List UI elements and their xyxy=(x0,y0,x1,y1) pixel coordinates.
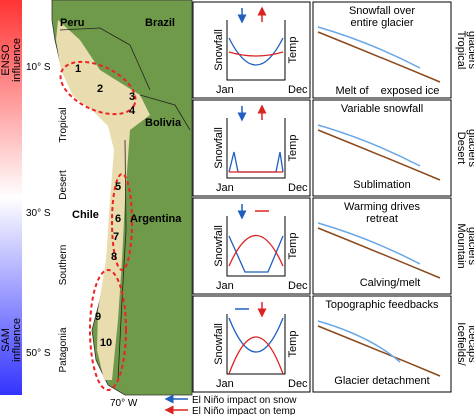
annotation: Warming drives xyxy=(344,201,420,213)
site-number: 4 xyxy=(129,105,136,117)
country: Peru xyxy=(60,17,84,29)
y-label-right: Temp xyxy=(287,233,299,260)
region: Tropical xyxy=(58,107,69,142)
country: Brazil xyxy=(145,17,175,29)
enso-label: ENSO xyxy=(0,44,12,76)
glacier-label: Icefields/ xyxy=(455,322,467,366)
snowfall-curve xyxy=(228,317,284,353)
sam-label: SAM xyxy=(0,328,12,352)
ice xyxy=(317,26,421,69)
chart-panel xyxy=(192,99,311,197)
region: Southern xyxy=(58,245,69,286)
glacier-label: Tropical xyxy=(455,31,467,70)
axes xyxy=(226,216,286,277)
ice xyxy=(317,124,421,167)
glacier-label: glaciers xyxy=(466,31,474,69)
site-number: 9 xyxy=(95,311,101,323)
site-number: 3 xyxy=(129,91,135,103)
latitude: 30° S xyxy=(26,208,51,219)
y-label-left: Snowfall xyxy=(213,323,225,365)
y-label-left: Snowfall xyxy=(213,127,225,169)
temp-curve xyxy=(228,336,284,375)
annotation: Topographic feedbacks xyxy=(325,299,439,311)
annotation: Calving/melt xyxy=(360,277,421,289)
glacier-label: icecaps xyxy=(466,325,474,363)
region: Desert xyxy=(58,170,69,200)
concept-panel xyxy=(312,295,452,393)
latitude: 50° S xyxy=(26,348,51,359)
annotation: Sublimation xyxy=(353,179,410,191)
x-label: Dec xyxy=(288,378,308,390)
chart-panel xyxy=(192,295,311,393)
annotation: Glacier detachment xyxy=(334,375,429,387)
axes xyxy=(226,118,286,179)
site-number: 8 xyxy=(111,251,117,263)
x-label: Dec xyxy=(288,84,308,96)
snowfall-curve xyxy=(228,235,284,273)
y-label-right: Temp xyxy=(287,135,299,162)
x-label: Dec xyxy=(288,182,308,194)
axes xyxy=(226,20,286,81)
y-label-left: Snowfall xyxy=(213,29,225,71)
latitude: 10° S xyxy=(26,62,51,73)
legend-text: El Niño impact on snow xyxy=(192,395,297,406)
chart-panel xyxy=(192,197,311,295)
country: Argentina xyxy=(130,213,182,225)
site-number: 2 xyxy=(97,83,103,95)
glacier-label: glaciers xyxy=(466,129,474,167)
glacier-label: glaciers xyxy=(466,227,474,265)
temp-curve xyxy=(228,51,284,57)
chart-panel xyxy=(192,1,311,99)
glacier-label: Desert xyxy=(455,132,467,164)
x-label: Jan xyxy=(216,280,234,292)
enso-label: influence xyxy=(11,38,23,82)
bed xyxy=(317,31,441,83)
annotation: entire glacier xyxy=(351,17,414,29)
snowfall-curve xyxy=(228,37,284,66)
annotation: Snowfall over xyxy=(349,5,415,17)
site-number: 6 xyxy=(115,213,121,225)
region: Patagonia xyxy=(58,327,69,372)
sam-label: influence xyxy=(11,318,23,362)
country: Chile xyxy=(72,209,99,221)
x-label: Jan xyxy=(216,378,234,390)
x-label: Jan xyxy=(216,84,234,96)
y-label-left: Snowfall xyxy=(213,225,225,267)
x-label: Dec xyxy=(288,280,308,292)
legend-text: El Niño impact on temp xyxy=(192,406,296,415)
bed xyxy=(317,129,441,181)
annotation: retreat xyxy=(366,213,398,225)
site-number: 1 xyxy=(75,63,81,75)
country: Bolivia xyxy=(145,117,182,129)
map xyxy=(24,0,193,396)
y-label-right: Temp xyxy=(287,37,299,64)
axes xyxy=(226,314,286,375)
bed xyxy=(317,227,441,279)
x-label: Jan xyxy=(216,182,234,194)
ice xyxy=(317,320,401,363)
site-number: 5 xyxy=(115,181,121,193)
site-number: 10 xyxy=(100,337,112,349)
site-number: 7 xyxy=(113,231,119,243)
influence-bar xyxy=(0,0,22,395)
glacier-label: Mountain xyxy=(455,223,467,268)
longitude: 70° W xyxy=(110,398,138,409)
bed xyxy=(317,325,441,377)
annotation: Melt of xyxy=(335,85,369,97)
ice xyxy=(317,222,421,265)
annotation: Variable snowfall xyxy=(341,103,423,115)
y-label-right: Temp xyxy=(287,331,299,358)
annotation: exposed ice xyxy=(381,85,440,97)
temp-curve xyxy=(228,235,284,267)
